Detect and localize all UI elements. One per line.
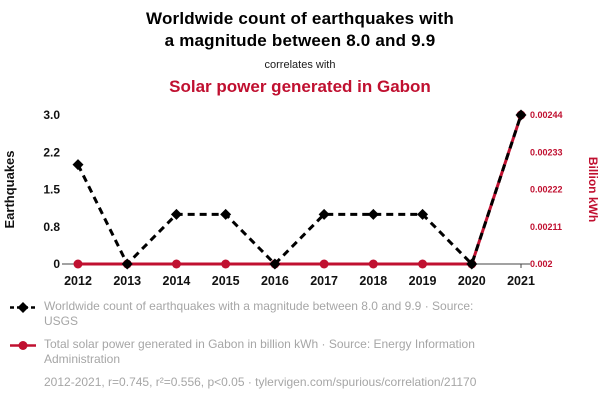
diamond-marker bbox=[417, 208, 429, 220]
right-tick-label: 0.00222 bbox=[530, 184, 563, 194]
diamond-marker bbox=[220, 208, 232, 220]
legend-label-solar: Total solar power generated in Gabon in … bbox=[44, 336, 475, 367]
diamond-marker bbox=[72, 158, 84, 170]
left-tick-label: 1.5 bbox=[43, 182, 60, 196]
chart-legend: Worldwide count of earthquakes with a ma… bbox=[10, 299, 600, 391]
circle-marker bbox=[368, 259, 378, 268]
x-tick-label: 2014 bbox=[163, 274, 191, 288]
diamond-marker bbox=[121, 258, 133, 269]
right-tick-label: 0.00233 bbox=[530, 147, 563, 157]
left-tick-label: 0.8 bbox=[43, 219, 60, 233]
x-tick-label: 2019 bbox=[409, 274, 437, 288]
right-tick-label: 0.00211 bbox=[530, 221, 562, 231]
title-line-2: a magnitude between 8.0 and 9.9 bbox=[164, 30, 436, 50]
line-chart: 0 0.8 1.5 2.2 3.0 0.002 0.00211 0.00222 0.00233 0… bbox=[2, 108, 600, 288]
title-line-1: Worldwide count of earthquakes with bbox=[146, 9, 454, 28]
diamond-marker bbox=[515, 109, 527, 120]
legend-label-earthquakes: Worldwide count of earthquakes with a ma… bbox=[44, 298, 474, 329]
correlates-with-label: correlates with bbox=[264, 58, 336, 71]
solar-power-title: Solar power generated in Gabon bbox=[169, 76, 431, 96]
legend-item-solar: Total solar power generated in Gabon in … bbox=[10, 337, 600, 368]
circle-marker bbox=[418, 259, 428, 268]
circle-marker bbox=[171, 259, 181, 268]
left-tick-label: 0 bbox=[53, 257, 60, 271]
diamond-marker bbox=[170, 208, 182, 220]
diamond-marker bbox=[466, 258, 478, 269]
x-tick-label: 2012 bbox=[64, 274, 92, 288]
page-title: Worldwide count of earthquakes with a ma… bbox=[0, 8, 600, 52]
diamond-dashed-line-icon bbox=[10, 301, 36, 316]
x-tick-label: 2015 bbox=[212, 274, 240, 288]
circle-solid-line-icon bbox=[10, 340, 36, 354]
x-tick-label: 2018 bbox=[359, 274, 387, 288]
x-tick-label: 2020 bbox=[458, 274, 486, 288]
left-axis-title: Earthquakes bbox=[2, 150, 17, 228]
chart-header: Worldwide count of earthquakes with a ma… bbox=[0, 0, 600, 97]
circle-marker bbox=[319, 259, 329, 268]
right-tick-label: 0.002 bbox=[530, 259, 553, 269]
earthquakes-line bbox=[76, 114, 523, 267]
right-axis-title: Billion kWh bbox=[586, 156, 600, 221]
solar-line bbox=[78, 114, 523, 265]
circle-marker bbox=[221, 259, 231, 268]
x-tick-label: 2013 bbox=[113, 274, 141, 288]
x-tick-label: 2016 bbox=[261, 274, 289, 288]
circle-marker bbox=[73, 259, 83, 268]
legend-item-earthquakes: Worldwide count of earthquakes with a ma… bbox=[10, 299, 600, 330]
x-tick-label: 2021 bbox=[507, 274, 535, 288]
right-tick-label: 0.00244 bbox=[530, 110, 563, 120]
stats-footer: 2012-2021, r=0.745, r²=0.556, p<0.05 · t… bbox=[44, 374, 477, 389]
diamond-marker bbox=[367, 208, 379, 220]
left-tick-label: 2.2 bbox=[43, 145, 60, 159]
diamond-marker bbox=[318, 208, 330, 220]
x-tick-label: 2017 bbox=[310, 274, 338, 288]
left-tick-label: 3.0 bbox=[43, 108, 60, 122]
diamond-marker bbox=[269, 258, 281, 269]
